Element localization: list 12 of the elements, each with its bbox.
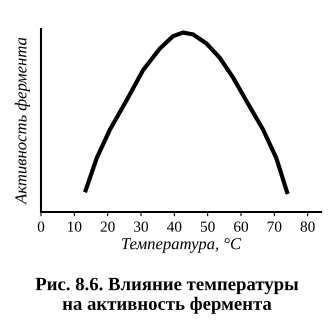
x-tick-label: 0: [38, 221, 44, 232]
text: Рис. 8.6. Влияние температуры на активность фермента: [36, 278, 298, 314]
x-tick-label: 70: [268, 221, 282, 232]
y-axis-title: Активность фермента: [14, 38, 30, 205]
x-tick-label: 10: [68, 221, 82, 232]
x-tick-label: 60: [234, 221, 248, 232]
x-tick-label: 40: [166, 221, 182, 232]
x-tick-label: 30: [134, 221, 148, 232]
x-tick-label: 50: [200, 221, 215, 232]
x-axis-title: Температура, °С: [122, 238, 242, 253]
x-tick-label: 80: [300, 221, 315, 232]
x-tick-label: 20: [100, 221, 115, 232]
